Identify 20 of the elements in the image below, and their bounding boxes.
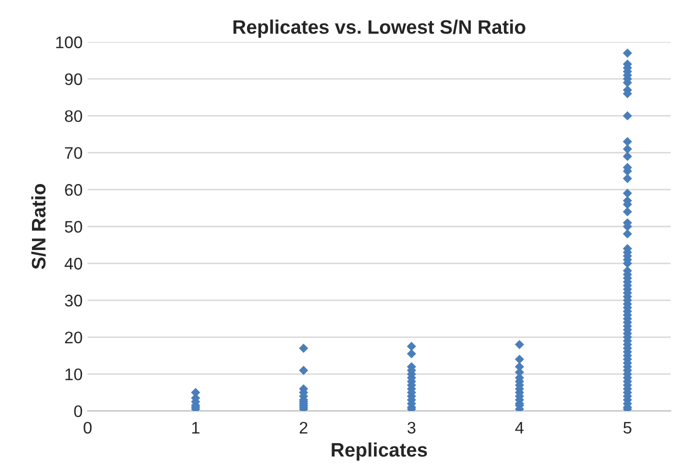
x-axis-title: Replicates — [332, 442, 427, 461]
x-tick-label: 3 — [408, 422, 416, 434]
y-tick-label: 70 — [65, 147, 82, 159]
x-tick-label: 2 — [300, 422, 308, 434]
y-tick-label: 60 — [65, 184, 82, 196]
y-axis-title: S/N Ratio — [31, 184, 46, 270]
y-tick-label: 40 — [64, 258, 82, 270]
x-tick-label: 5 — [623, 422, 632, 434]
y-tick-label: 80 — [64, 110, 82, 122]
chart-title: Replicates vs. Lowest S/N Ratio — [233, 20, 526, 38]
y-tick-label: 90 — [65, 73, 82, 86]
y-tick-label: 50 — [64, 220, 82, 233]
y-tick-label: 10 — [65, 368, 82, 380]
x-tick-label: 4 — [515, 422, 524, 434]
x-tick-label: 1 — [192, 422, 200, 434]
y-tick-label: 0 — [74, 405, 82, 418]
y-tick-label: 30 — [64, 294, 82, 306]
y-tick-label: 100 — [56, 36, 82, 48]
y-tick-label: 20 — [65, 332, 82, 344]
x-tick-label: 0 — [84, 422, 92, 434]
